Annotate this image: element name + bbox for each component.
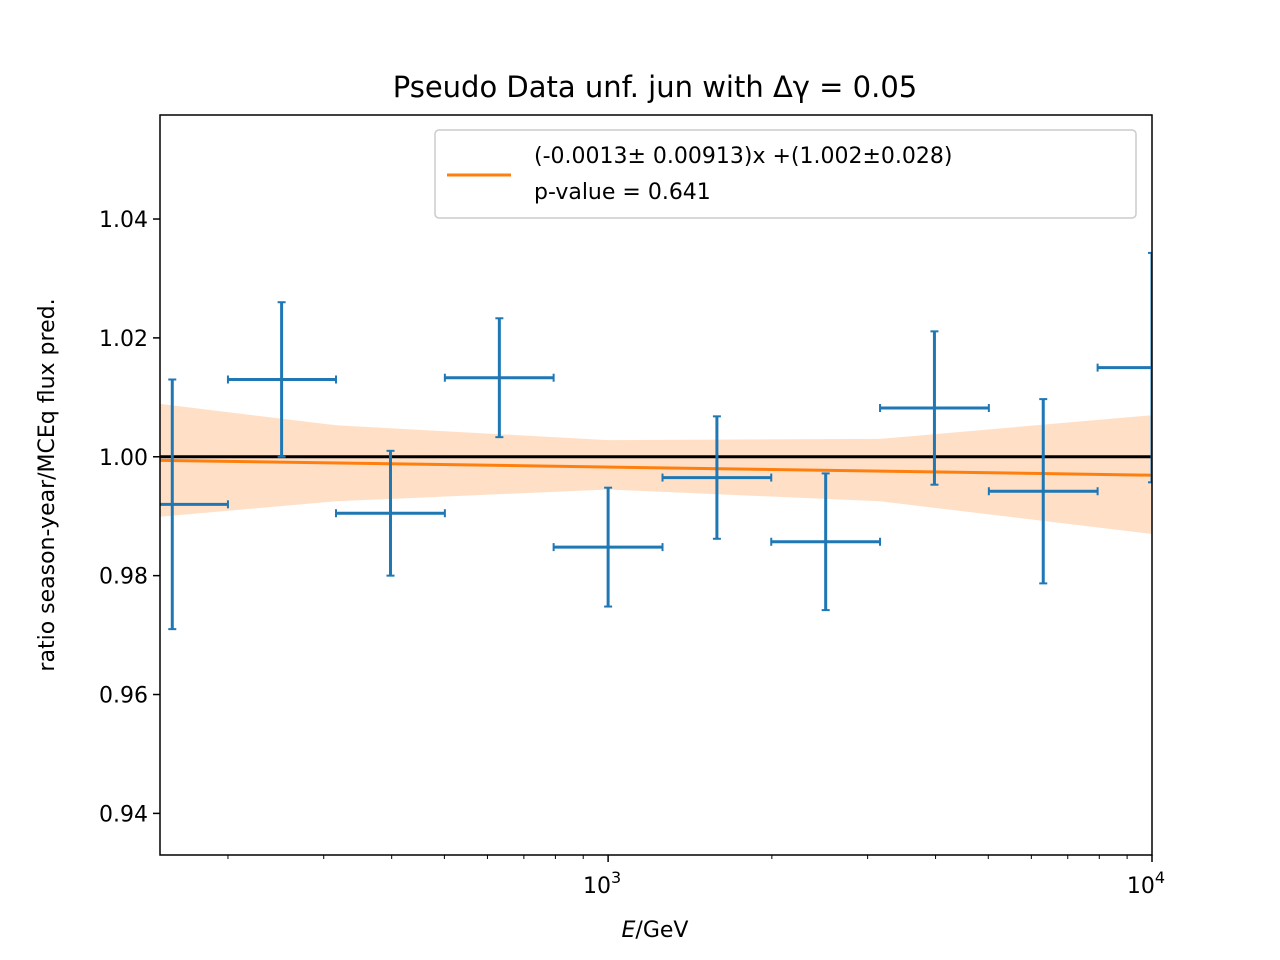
data-point-7: [770, 472, 882, 612]
data-point-5: [552, 486, 664, 608]
legend-label-line2: p-value = 0.641: [534, 180, 711, 205]
y-tick-label: 1.00: [99, 446, 148, 471]
chart-title: Pseudo Data unf. jun with Δγ = 0.05: [393, 70, 918, 104]
legend: (-0.0013± 0.00913)x +(1.002±0.028) p-val…: [434, 129, 1137, 219]
legend-label-line1: (-0.0013± 0.00913)x +(1.002±0.028): [534, 144, 953, 169]
y-tick-label: 1.02: [99, 327, 148, 352]
y-tick-label: 1.04: [99, 208, 148, 233]
data-point-4: [443, 317, 555, 439]
data-point-3: [334, 449, 446, 577]
axes-frame: [159, 114, 1153, 856]
data-point-8: [879, 330, 990, 486]
y-axis-label: ratio season-year/MCEq flux pred.: [35, 298, 60, 671]
plot-area: [160, 251, 1152, 631]
y-tick-label: 0.96: [99, 684, 148, 709]
plot-content: [160, 251, 1152, 631]
y-tick-label: 0.94: [99, 802, 148, 827]
data-point-2: [226, 301, 337, 458]
y-tick-label: 0.98: [99, 565, 148, 590]
data-point-9: [987, 398, 1099, 585]
data-point-1: [160, 378, 229, 631]
legend-box: [434, 129, 1137, 219]
data-point-6: [661, 415, 773, 540]
x-axis-label: E/GeV: [622, 918, 689, 943]
fit-line: [160, 458, 1152, 477]
